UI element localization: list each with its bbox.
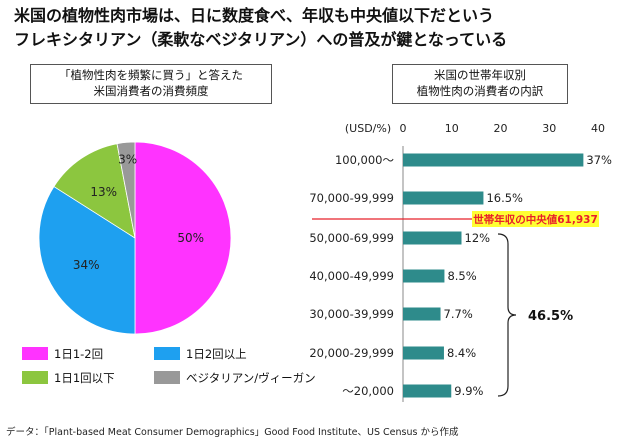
pie-slice-1 xyxy=(134,141,232,335)
bar-category-label-1: 100,000～ xyxy=(335,153,395,167)
bar-xtick-20: 20 xyxy=(494,122,508,135)
bar-value-label-4: 8.5% xyxy=(447,269,476,283)
legend-label-2: 1日2回以上 xyxy=(186,347,247,361)
bar-1 xyxy=(403,153,584,167)
bar-title-line-2: 植物性肉の消費者の内訳 xyxy=(416,84,544,98)
bar-xtick-10: 10 xyxy=(445,122,459,135)
pie-slice-label-3: 13% xyxy=(90,185,117,199)
bar-xtick-40: 40 xyxy=(591,122,605,135)
legend-swatch-3 xyxy=(22,371,48,384)
pie-slice-label-2: 34% xyxy=(73,258,100,272)
data-source-note: データ：「Plant-based Meat Consumer Demograph… xyxy=(6,427,459,438)
pie-chart: 50% 34% 13% 3% xyxy=(38,141,232,335)
bar-axis-unit-label: (USD/%) xyxy=(345,122,391,135)
bar-category-label-2: 70,000-99,999 xyxy=(309,191,394,205)
bar-category-label-7: ～20,000 xyxy=(342,384,394,398)
pie-chart-title: 「植物性肉を頻繁に買う」と答えた 米国消費者の消費頻度 xyxy=(30,64,272,104)
pie-title-line-2: 米国消費者の消費頻度 xyxy=(93,84,209,98)
bar-value-label-6: 8.4% xyxy=(447,346,476,360)
pie-slice-label-4: 3% xyxy=(118,153,137,167)
bar-chart: (USD/%) 0 10 20 30 40 100,000～ 37% 70,000-99,999… xyxy=(309,122,612,402)
bracket-brace xyxy=(497,233,517,397)
median-income-label: 世帯年収の中央値61,937 xyxy=(473,213,598,226)
bar-3 xyxy=(403,231,462,245)
legend-swatch-2 xyxy=(154,347,180,360)
bar-4 xyxy=(403,269,445,283)
bar-category-label-3: 50,000-69,999 xyxy=(309,231,394,245)
bar-6 xyxy=(403,346,444,360)
bar-xtick-30: 30 xyxy=(542,122,556,135)
bar-title-line-1: 米国の世帯年収別 xyxy=(434,68,526,82)
bar-5 xyxy=(403,307,441,321)
bar-category-label-4: 40,000-49,999 xyxy=(309,269,394,283)
bar-7 xyxy=(403,384,452,398)
legend-item-4: ベジタリアン/ヴィーガン xyxy=(154,370,316,386)
legend-swatch-1 xyxy=(22,347,48,360)
pie-slice-4 xyxy=(116,141,136,239)
bar-value-label-3: 12% xyxy=(465,231,491,245)
bar-value-label-1: 37% xyxy=(586,153,612,167)
bar-value-label-5: 7.7% xyxy=(444,307,473,321)
bar-chart-title: 米国の世帯年収別 植物性肉の消費者の内訳 xyxy=(392,64,568,104)
bar-value-label-2: 16.5% xyxy=(486,191,523,205)
legend-label-3: 1日1回以下 xyxy=(54,371,115,385)
pie-slice-2 xyxy=(38,186,136,335)
bar-category-label-6: 20,000-29,999 xyxy=(309,346,394,360)
pie-slice-3 xyxy=(53,143,136,239)
median-income-label-box xyxy=(472,211,599,227)
bracket-total-label: 46.5% xyxy=(528,309,573,324)
legend-item-2: 1日2回以上 xyxy=(154,346,247,362)
legend-item-1: 1日1-2回 xyxy=(22,346,103,362)
bar-2 xyxy=(403,191,484,205)
bar-value-label-7: 9.9% xyxy=(454,384,483,398)
pie-title-line-1: 「植物性肉を頻繁に買う」と答えた xyxy=(59,68,243,82)
bar-category-label-5: 30,000-39,999 xyxy=(309,307,394,321)
page-title: 米国の植物性肉市場は、日に数度食べ、年収も中央値以下だという フレキシタリアン（… xyxy=(14,4,614,52)
bar-xtick-0: 0 xyxy=(400,122,407,135)
title-line-2: フレキシタリアン（柔軟なベジタリアン）への普及が鍵となっている xyxy=(14,30,508,49)
title-line-1: 米国の植物性肉市場は、日に数度食べ、年収も中央値以下だという xyxy=(14,6,495,25)
legend-item-3: 1日1回以下 xyxy=(22,370,115,386)
legend-label-1: 1日1-2回 xyxy=(54,347,104,361)
pie-slice-label-1: 50% xyxy=(177,231,204,245)
legend-label-4: ベジタリアン/ヴィーガン xyxy=(186,371,316,385)
legend-swatch-4 xyxy=(154,371,180,384)
